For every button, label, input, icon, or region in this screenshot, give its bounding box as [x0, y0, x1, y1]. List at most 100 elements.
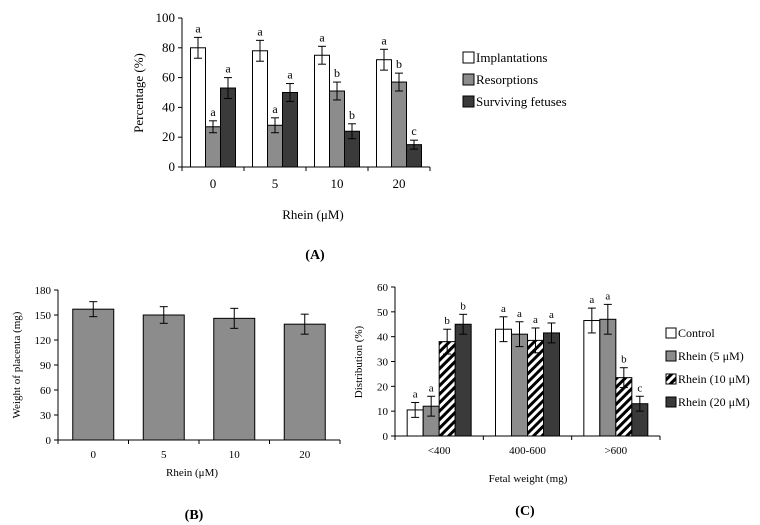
panel-b-label: (B): [185, 508, 204, 523]
panel-a-legend-swatch: [462, 73, 475, 86]
panel-c-y-tick-label: 60: [377, 282, 389, 294]
panel-b-x-tick-label: 20: [299, 449, 311, 461]
panel-c-legend-swatch: [665, 327, 677, 339]
panel-a-y-tick-label: 20: [162, 129, 175, 144]
panel-a-significance-label: a: [381, 33, 387, 47]
panel-c-significance-label: a: [413, 388, 418, 400]
panel-c-chart: Distribution (%) Fetal weight (mg) (C) C…: [353, 282, 750, 519]
panel-a-significance-label: a: [319, 30, 325, 44]
panel-c-y-tick-label: 40: [377, 332, 389, 344]
panel-a-label: (A): [305, 248, 325, 263]
panel-b-y-tick-label: 150: [35, 310, 52, 322]
panel-b-y-tick-label: 60: [40, 385, 52, 397]
panel-c-x-tick-label: >600: [604, 445, 627, 457]
panel-a-legend-swatch: [462, 95, 475, 108]
panel-c-legend-label: Rhein (20 μM): [678, 395, 750, 409]
panel-b-y-axis-label: Weight of placenta (mg): [11, 311, 23, 418]
panel-a-x-tick-label: 0: [210, 176, 217, 191]
panel-c-legend-swatch: [665, 373, 677, 385]
panel-c-significance-label: a: [501, 303, 506, 315]
panel-c-y-axis-label: Distribution (%): [353, 325, 365, 398]
panel-c-bar: [438, 341, 456, 437]
panel-a-significance-label: a: [272, 102, 278, 116]
panel-c-legend-label: Rhein (10 μM): [678, 372, 750, 386]
panel-a-bar: [282, 92, 298, 168]
panel-c-significance-label: a: [589, 294, 594, 306]
panel-a-bar: [329, 90, 345, 168]
panel-b-x-tick-label: 5: [161, 449, 167, 461]
panel-b-bar: [142, 314, 185, 441]
panel-a-y-tick-label: 0: [169, 159, 176, 174]
panel-a-bar: [391, 81, 407, 168]
panel-a-bar: [190, 47, 206, 168]
panel-a-y-tick-label: 60: [162, 70, 175, 85]
panel-b-y-tick-label: 90: [40, 360, 52, 372]
panel-c-y-tick-label: 50: [377, 307, 389, 319]
panel-c-significance-label: a: [605, 290, 610, 302]
panel-a-significance-label: a: [257, 24, 263, 38]
panel-b-x-axis-label: Rhein (μM): [166, 467, 218, 479]
panel-c-legend-swatch: [665, 396, 677, 408]
panel-b-y-tick-label: 180: [35, 285, 52, 297]
panel-c-bar: [527, 339, 544, 437]
panel-c-x-tick-label: 400-600: [509, 445, 546, 457]
panel-a-bar: [314, 54, 330, 168]
panel-a-significance-label: b: [349, 108, 355, 122]
panel-a-legend-label: Implantations: [476, 50, 548, 65]
panel-c-significance-label: b: [621, 354, 627, 366]
panel-c-y-tick-label: 30: [377, 357, 389, 369]
panel-b-chart: Weight of placenta (mg) Rhein (μM) (B) 0…: [11, 285, 341, 523]
panel-c-bar: [454, 323, 472, 437]
panel-c-bar: [543, 332, 560, 437]
panel-a-x-tick-label: 5: [272, 176, 279, 191]
panel-c-legend-label: Rhein (5 μM): [678, 349, 744, 363]
panel-c-bar: [583, 320, 601, 437]
panel-a-x-tick-label: 10: [331, 176, 344, 191]
panel-b-x-tick-label: 10: [229, 449, 241, 461]
panel-a-significance-label: a: [210, 105, 216, 119]
panel-b-x-tick-label: 0: [91, 449, 97, 461]
panel-c-significance-label: a: [549, 309, 554, 321]
panel-c-bar: [599, 318, 617, 437]
panel-a-chart: Percentage (%) Rhein (μM) (A) Implantati…: [131, 10, 567, 263]
panel-a-significance-label: b: [334, 66, 340, 80]
panel-a-y-axis-label: Percentage (%): [131, 53, 146, 133]
panel-a-significance-label: a: [287, 68, 293, 82]
panel-c-significance-label: b: [460, 300, 466, 312]
panel-a-y-tick-label: 80: [162, 40, 175, 55]
panel-c-bar: [495, 328, 512, 437]
panel-c-bar: [511, 333, 528, 437]
panel-a-legend: Implantations Resorptions Surviving fetuse…: [462, 50, 567, 109]
panel-c-y-tick-label: 10: [377, 406, 389, 418]
panel-c-significance-label: a: [533, 314, 538, 326]
panel-a-x-tick-label: 20: [393, 176, 406, 191]
panel-a-bar: [252, 50, 268, 168]
panel-c-legend: Control Rhein (5 μM) Rhein (10 μM) Rhein (2…: [665, 326, 750, 409]
panel-c-y-tick-label: 0: [383, 431, 389, 443]
panel-a-y-tick-label: 40: [162, 99, 175, 114]
panel-a-x-axis-label: Rhein (μM): [282, 207, 344, 222]
panel-c-x-tick-label: <400: [428, 445, 451, 457]
panel-b-bar: [72, 308, 115, 441]
panel-a-significance-label: c: [411, 124, 416, 138]
panel-c-significance-label: b: [444, 315, 450, 327]
panel-c-label: (C): [515, 504, 535, 519]
panel-c-y-tick-label: 20: [377, 381, 389, 393]
panel-b-bar: [283, 323, 326, 441]
panel-c-significance-label: a: [517, 308, 522, 320]
panel-b-y-tick-label: 30: [40, 410, 52, 422]
panel-b-bar: [213, 317, 256, 441]
panel-a-legend-label: Surviving fetuses: [476, 94, 567, 109]
panel-c-legend-label: Control: [678, 326, 715, 340]
panel-a-legend-label: Resorptions: [476, 72, 538, 87]
panel-a-significance-label: a: [225, 62, 231, 76]
panel-a-bar: [220, 87, 236, 168]
panel-c-significance-label: c: [637, 382, 642, 394]
panel-c-legend-swatch: [665, 350, 677, 362]
panel-c-x-axis-label: Fetal weight (mg): [489, 473, 568, 485]
panel-c-significance-label: a: [429, 382, 434, 394]
panel-a-significance-label: a: [195, 21, 201, 35]
panel-a-legend-swatch: [462, 51, 475, 64]
panel-a-significance-label: b: [396, 57, 402, 71]
